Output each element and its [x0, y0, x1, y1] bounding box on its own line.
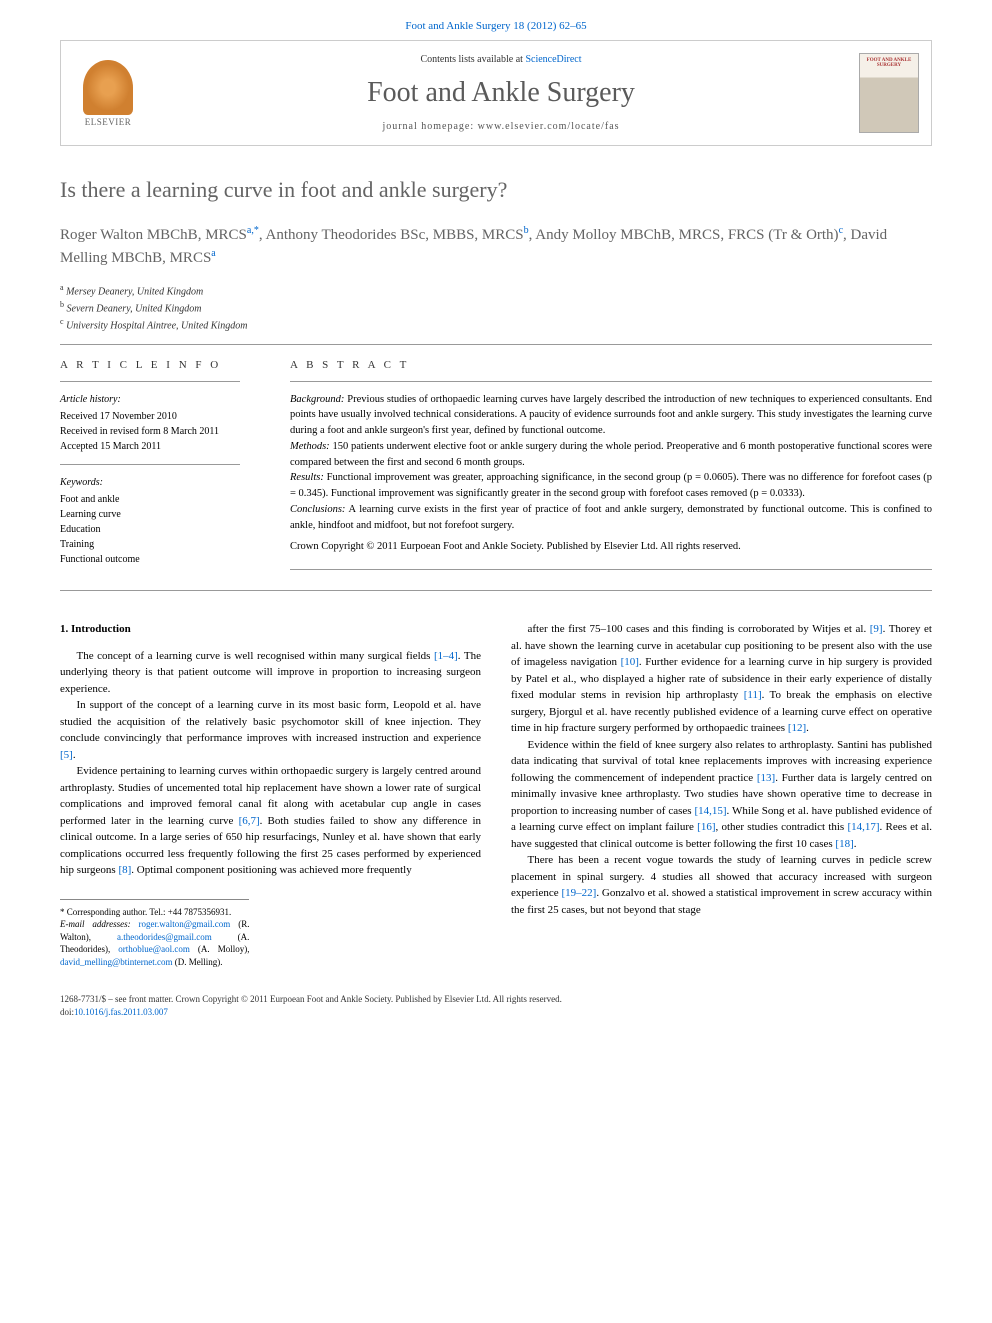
- body-paragraph: The concept of a learning curve is well …: [60, 648, 481, 698]
- email-name: (A. Molloy),: [190, 944, 250, 954]
- history-label: Article history:: [60, 392, 260, 407]
- homepage-url: www.elsevier.com/locate/fas: [478, 121, 620, 132]
- doi-label: doi:: [60, 1007, 74, 1017]
- email-link[interactable]: roger.walton@gmail.com: [139, 919, 231, 929]
- email-link[interactable]: orthoblue@aol.com: [118, 944, 190, 954]
- body-paragraph: Evidence within the field of knee surger…: [511, 737, 932, 853]
- homepage-line: journal homepage: www.elsevier.com/locat…: [143, 121, 859, 132]
- affiliation-line: c University Hospital Aintree, United Ki…: [60, 316, 932, 333]
- background-text: Previous studies of orthopaedic learning…: [290, 394, 932, 437]
- body-paragraph: after the first 75–100 cases and this fi…: [511, 621, 932, 737]
- keywords-label: Keywords:: [60, 475, 260, 490]
- divider: [60, 344, 932, 345]
- affiliation-line: a Mersey Deanery, United Kingdom: [60, 282, 932, 299]
- email-label: E-mail addresses:: [60, 919, 131, 929]
- abstract-results: Results: Functional improvement was grea…: [290, 470, 932, 502]
- body-paragraph: There has been a recent vogue towards th…: [511, 852, 932, 918]
- email-link[interactable]: david_melling@btinternet.com: [60, 957, 173, 967]
- journal-cover-thumbnail: FOOT AND ANKLE SURGERY: [859, 53, 919, 133]
- abstract-text: Background: Previous studies of orthopae…: [290, 392, 932, 556]
- abstract-bottom-divider: [290, 569, 932, 570]
- article-info-column: A R T I C L E I N F O Article history: R…: [60, 359, 260, 581]
- info-divider: [60, 464, 240, 465]
- header-center: Contents lists available at ScienceDirec…: [143, 54, 859, 132]
- email-name: (D. Melling).: [173, 957, 223, 967]
- journal-name: Foot and Ankle Surgery: [143, 77, 859, 109]
- contents-prefix: Contents lists available at: [420, 54, 525, 65]
- keyword: Foot and ankle: [60, 492, 260, 507]
- elsevier-logo: ELSEVIER: [73, 53, 143, 133]
- abstract-divider: [290, 381, 932, 382]
- footer-doi-line: doi:10.1016/j.fas.2011.03.007: [60, 1006, 932, 1020]
- methods-label: Methods:: [290, 441, 330, 452]
- info-divider: [60, 381, 240, 382]
- keyword: Training: [60, 537, 260, 552]
- body-paragraph: In support of the concept of a learning …: [60, 697, 481, 763]
- keyword: Education: [60, 522, 260, 537]
- elsevier-tree-icon: [83, 60, 133, 115]
- page-footer: 1268-7731/$ – see front matter. Crown Co…: [60, 993, 932, 1020]
- abstract-column: A B S T R A C T Background: Previous stu…: [290, 359, 932, 581]
- results-text: Functional improvement was greater, appr…: [290, 472, 932, 499]
- sciencedirect-link[interactable]: ScienceDirect: [525, 54, 581, 65]
- author-list: Roger Walton MBChB, MRCSa,*, Anthony The…: [60, 223, 932, 270]
- email-addresses-line: E-mail addresses: roger.walton@gmail.com…: [60, 918, 249, 968]
- section-heading-intro: 1. Introduction: [60, 621, 481, 638]
- history-line: Received in revised form 8 March 2011: [60, 424, 260, 439]
- corresponding-author-line: * Corresponding author. Tel.: +44 787535…: [60, 906, 249, 919]
- correspondence-footnote: * Corresponding author. Tel.: +44 787535…: [60, 899, 249, 969]
- conclusions-label: Conclusions:: [290, 504, 345, 515]
- journal-header: ELSEVIER Contents lists available at Sci…: [60, 40, 932, 146]
- history-line: Accepted 15 March 2011: [60, 439, 260, 454]
- article-info-heading: A R T I C L E I N F O: [60, 359, 260, 371]
- article-title: Is there a learning curve in foot and an…: [60, 176, 932, 205]
- journal-reference: Foot and Ankle Surgery 18 (2012) 62–65: [60, 20, 932, 32]
- divider: [60, 590, 932, 591]
- keywords-block: Keywords: Foot and ankle Learning curve …: [60, 475, 260, 567]
- background-label: Background:: [290, 394, 344, 405]
- results-label: Results:: [290, 472, 324, 483]
- footer-copyright: 1268-7731/$ – see front matter. Crown Co…: [60, 993, 932, 1007]
- abstract-conclusions: Conclusions: A learning curve exists in …: [290, 502, 932, 534]
- body-paragraph: Evidence pertaining to learning curves w…: [60, 763, 481, 879]
- affiliation-line: b Severn Deanery, United Kingdom: [60, 299, 932, 316]
- homepage-prefix: journal homepage:: [382, 121, 477, 132]
- keyword: Functional outcome: [60, 552, 260, 567]
- abstract-background: Background: Previous studies of orthopae…: [290, 392, 932, 439]
- abstract-methods: Methods: 150 patients underwent elective…: [290, 439, 932, 471]
- conclusions-text: A learning curve exists in the first yea…: [290, 504, 932, 531]
- contents-available-line: Contents lists available at ScienceDirec…: [143, 54, 859, 65]
- doi-link[interactable]: 10.1016/j.fas.2011.03.007: [74, 1007, 168, 1017]
- info-abstract-row: A R T I C L E I N F O Article history: R…: [60, 359, 932, 581]
- history-line: Received 17 November 2010: [60, 409, 260, 424]
- elsevier-text: ELSEVIER: [85, 117, 132, 127]
- article-body: 1. Introduction The concept of a learnin…: [60, 621, 932, 968]
- abstract-copyright: Crown Copyright © 2011 Eurpoean Foot and…: [290, 539, 932, 555]
- methods-text: 150 patients underwent elective foot or …: [290, 441, 932, 468]
- affiliations: a Mersey Deanery, United Kingdomb Severn…: [60, 282, 932, 334]
- article-history-block: Article history: Received 17 November 20…: [60, 392, 260, 454]
- abstract-heading: A B S T R A C T: [290, 359, 932, 371]
- email-link[interactable]: a.theodorides@gmail.com: [117, 932, 212, 942]
- keyword: Learning curve: [60, 507, 260, 522]
- cover-title: FOOT AND ANKLE SURGERY: [860, 58, 918, 68]
